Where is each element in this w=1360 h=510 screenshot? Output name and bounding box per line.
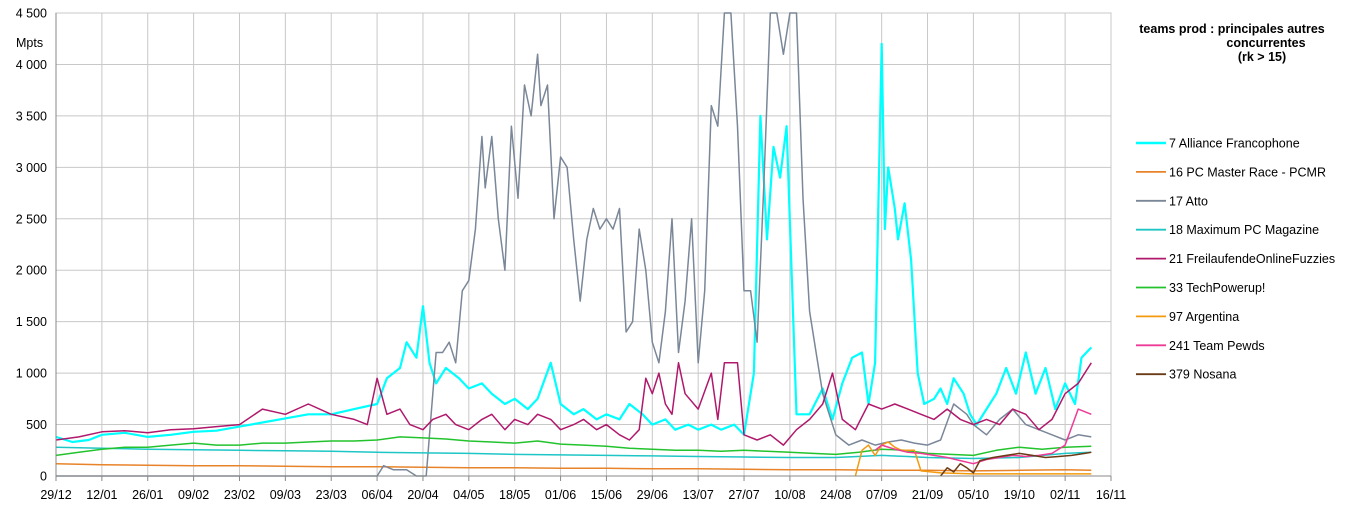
series-line-2 <box>56 12 1092 477</box>
y-tick-label: 3 500 <box>16 109 47 123</box>
x-tick-label: 10/08 <box>774 488 805 502</box>
x-tick-label: 20/04 <box>407 488 438 502</box>
y-tick-label: 1 500 <box>16 315 47 329</box>
x-tick-label: 09/03 <box>270 488 301 502</box>
series-line-0 <box>55 42 1093 444</box>
x-tick-label: 21/09 <box>912 488 943 502</box>
chart-title-line: concurrentes <box>1226 36 1305 50</box>
legend-label: 16 PC Master Race - PCMR <box>1169 165 1326 179</box>
x-tick-label: 18/05 <box>499 488 530 502</box>
legend-label: 379 Nosana <box>1169 368 1236 382</box>
y-axis-label: Mpts <box>16 36 43 50</box>
legend-label: 21 FreilaufendeOnlineFuzzies <box>1169 252 1335 266</box>
x-tick-label: 29/06 <box>637 488 668 502</box>
y-tick-label: 4 500 <box>16 7 47 21</box>
axes: 0 500 1 000 1 500 2 000 2 500 3 000 3 500 4 000 4… <box>16 7 1127 503</box>
series-lines <box>55 12 1093 477</box>
chart-title-line: teams prod : principales autres <box>1139 22 1325 36</box>
series-line-4 <box>55 362 1092 446</box>
series-line-3 <box>55 446 1092 460</box>
y-tick-label: 2 500 <box>16 212 47 226</box>
series-line-8 <box>940 451 1092 477</box>
y-tick-label: 4 000 <box>16 58 47 72</box>
legend-label: 33 TechPowerup! <box>1169 281 1265 295</box>
x-tick-label: 24/08 <box>820 488 851 502</box>
y-tick-label: 1 000 <box>16 367 47 381</box>
x-tick-label: 01/06 <box>545 488 576 502</box>
x-tick-label: 23/03 <box>316 488 347 502</box>
x-tick-label: 02/11 <box>1050 488 1080 502</box>
x-tick-label: 16/11 <box>1096 488 1126 502</box>
legend-label: 7 Alliance Francophone <box>1169 137 1300 151</box>
x-tick-label: 05/10 <box>958 488 989 502</box>
series-line-1 <box>55 462 1092 472</box>
y-tick-label: 3 000 <box>16 161 47 175</box>
x-tick-label: 19/10 <box>1004 488 1035 502</box>
x-tick-label: 07/09 <box>866 488 897 502</box>
y-tick-label: 2 000 <box>16 264 47 278</box>
x-tick-label: 23/02 <box>224 488 255 502</box>
legend-label: 97 Argentina <box>1169 310 1239 324</box>
x-tick-label: 04/05 <box>453 488 484 502</box>
x-tick-label: 29/12 <box>40 488 71 502</box>
chart-title-line: (rk > 15) <box>1238 50 1286 64</box>
x-tick-label: 26/01 <box>132 488 163 502</box>
x-tick-label: 27/07 <box>728 488 759 502</box>
x-tick-label: 12/01 <box>86 488 117 502</box>
chart-title: teams prod : principales autresconcurren… <box>1139 22 1325 64</box>
y-tick-label: 500 <box>26 418 47 432</box>
y-tick-label: 0 <box>40 470 47 484</box>
x-tick-label: 15/06 <box>591 488 622 502</box>
series-line-5 <box>55 436 1092 457</box>
legend-label: 241 Team Pewds <box>1169 339 1265 353</box>
legend: 7 Alliance Francophone 16 PC Master Race … <box>1136 137 1335 382</box>
x-tick-label: 13/07 <box>683 488 714 502</box>
x-tick-label: 06/04 <box>361 488 392 502</box>
x-tick-label: 09/02 <box>178 488 209 502</box>
legend-label: 17 Atto <box>1169 194 1208 208</box>
legend-label: 18 Maximum PC Magazine <box>1169 223 1319 237</box>
